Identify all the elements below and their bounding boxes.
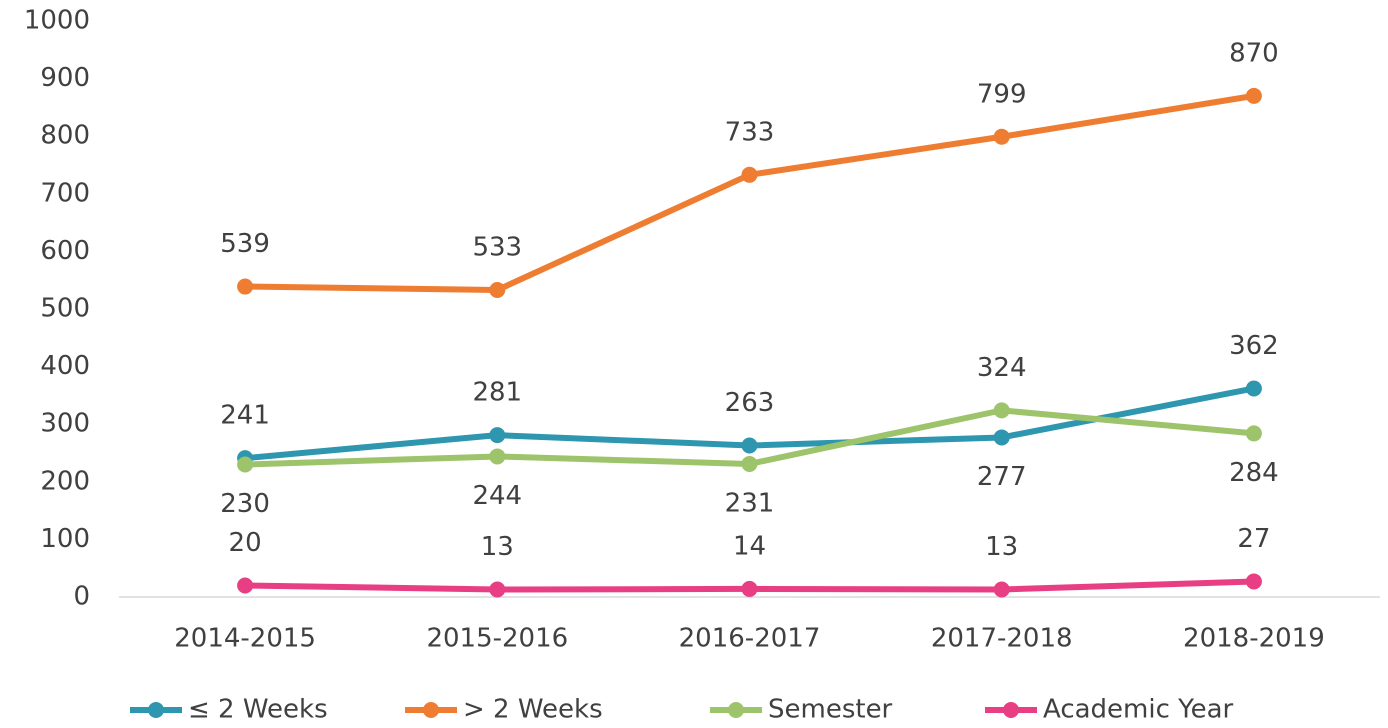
data-label: 281 [472, 378, 522, 408]
data-point [741, 580, 758, 597]
data-point [993, 429, 1010, 446]
data-point [741, 166, 758, 183]
legend-marker [423, 702, 439, 718]
y-tick-label: 500 [40, 294, 90, 324]
data-label: 20 [229, 528, 262, 558]
data-label: 230 [220, 489, 270, 519]
y-tick-label: 200 [40, 466, 90, 496]
data-point [489, 448, 506, 465]
data-label: 13 [481, 532, 514, 562]
y-tick-label: 900 [40, 63, 90, 93]
x-tick-label: 2017-2018 [931, 624, 1073, 654]
y-tick-label: 0 [73, 582, 90, 612]
data-point [489, 281, 506, 298]
data-label: 533 [472, 232, 522, 262]
data-point [237, 577, 254, 594]
data-point [741, 437, 758, 454]
legend-label: Academic Year [1043, 695, 1234, 725]
data-label: 870 [1229, 38, 1279, 68]
data-label: 539 [220, 229, 270, 259]
legend-label: ≤ 2 Weeks [188, 695, 328, 725]
x-tick-label: 2018-2019 [1183, 624, 1325, 654]
data-label: 13 [985, 532, 1018, 562]
x-tick-label: 2016-2017 [679, 624, 821, 654]
data-label: 263 [725, 388, 775, 418]
x-tick-label: 2015-2016 [426, 624, 568, 654]
y-tick-label: 800 [40, 121, 90, 151]
data-point [489, 581, 506, 598]
y-tick-label: 400 [40, 351, 90, 381]
legend-label: > 2 Weeks [463, 695, 603, 725]
y-tick-label: 600 [40, 236, 90, 266]
data-label: 799 [977, 79, 1027, 109]
legend-marker [1003, 702, 1019, 718]
data-label: 277 [977, 462, 1027, 492]
data-label: 241 [220, 401, 270, 431]
y-tick-label: 300 [40, 409, 90, 439]
data-label: 244 [472, 481, 522, 511]
legend-marker [728, 702, 744, 718]
data-point [489, 427, 506, 444]
data-point [237, 456, 254, 473]
data-label: 284 [1229, 458, 1279, 488]
y-tick-label: 1000 [24, 6, 90, 36]
data-label: 733 [725, 117, 775, 147]
data-point [237, 278, 254, 295]
x-tick-label: 2014-2015 [174, 624, 316, 654]
data-label: 231 [725, 488, 775, 518]
legend-label: Semester [768, 695, 893, 725]
y-tick-label: 100 [40, 524, 90, 554]
data-point [993, 402, 1010, 419]
legend-marker [148, 702, 164, 718]
data-point [993, 128, 1010, 145]
data-label: 14 [733, 531, 766, 561]
data-label: 324 [977, 353, 1027, 383]
y-tick-label: 700 [40, 178, 90, 208]
data-point [1245, 425, 1262, 442]
data-label: 27 [1237, 524, 1270, 554]
data-point [741, 455, 758, 472]
data-point [1245, 380, 1262, 397]
data-point [1245, 87, 1262, 104]
data-point [993, 581, 1010, 598]
data-point [1245, 573, 1262, 590]
data-label: 362 [1229, 331, 1279, 361]
